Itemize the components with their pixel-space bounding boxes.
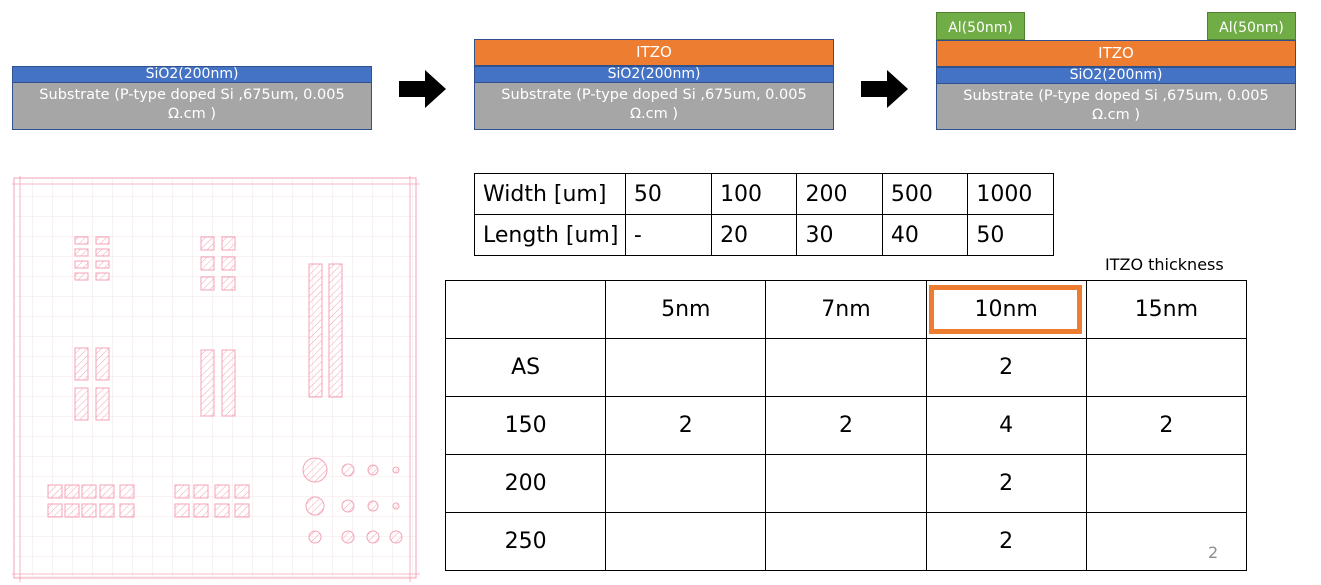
right-arrow-icon xyxy=(861,70,908,108)
table-row: AS 2 xyxy=(444,338,1248,397)
al-contact-left: Al(50nm) xyxy=(936,12,1025,40)
table-cell xyxy=(1085,338,1248,397)
table-cell: 40 xyxy=(881,214,969,256)
table-cell: 2 xyxy=(925,454,1087,513)
table-cell: 200 xyxy=(796,173,883,215)
table-row: 150 2 2 4 2 xyxy=(444,396,1248,455)
table-cell: 20 xyxy=(711,214,798,256)
row-header-length: Length [um] xyxy=(474,214,626,256)
sio2-layer: SiO2(200nm) xyxy=(936,67,1296,84)
table-cell: 50 xyxy=(624,173,713,215)
table-cell xyxy=(765,454,927,513)
table-row: Width [um] 50 100 200 500 1000 xyxy=(474,173,1054,215)
table-cell: 30 xyxy=(796,214,883,256)
substrate-layer: Substrate (P-type doped Si ,675um, 0.005… xyxy=(936,84,1296,130)
table-cell: 250 xyxy=(444,512,607,571)
substrate-layer: Substrate (P-type doped Si ,675um, 0.005… xyxy=(474,83,834,130)
dimension-table: Width [um] 50 100 200 500 1000 Length [u… xyxy=(474,173,1054,256)
sample-table: 5nm 7nm 10nm 15nm AS 2 150 2 2 4 2 200 2… xyxy=(444,280,1248,571)
table-cell: 200 xyxy=(444,454,607,513)
stack-3: Al(50nm) Al(50nm) ITZO SiO2(200nm) Subst… xyxy=(936,12,1296,130)
stack-2: ITZO SiO2(200nm) Substrate (P-type doped… xyxy=(474,39,834,130)
table-cell: 4 xyxy=(925,396,1087,455)
table-cell: AS xyxy=(444,338,607,397)
thickness-caption: ITZO thickness xyxy=(1105,255,1224,274)
table-cell xyxy=(1085,512,1248,571)
table-cell xyxy=(605,454,767,513)
table-cell: 2 xyxy=(1085,396,1248,455)
mask-layout-diagram xyxy=(12,176,420,582)
table-cell: 100 xyxy=(711,173,798,215)
sio2-layer: SiO2(200nm) xyxy=(474,66,834,83)
table-cell: 500 xyxy=(881,173,969,215)
table-cell xyxy=(765,338,927,397)
table-row: Length [um] - 20 30 40 50 xyxy=(474,214,1054,256)
table-header-cell xyxy=(444,280,607,339)
table-cell: 1000 xyxy=(967,173,1054,215)
table-cell: 2 xyxy=(605,396,767,455)
al-contact-right: Al(50nm) xyxy=(1207,12,1296,40)
table-cell: 50 xyxy=(967,214,1054,256)
table-header-cell: 10nm xyxy=(925,280,1087,339)
table-cell: 2 xyxy=(925,512,1087,571)
stack-1: SiO2(200nm) Substrate (P-type doped Si ,… xyxy=(12,66,372,130)
table-header-cell: 15nm xyxy=(1085,280,1248,339)
table-cell: 2 xyxy=(925,338,1087,397)
table-cell: - xyxy=(624,214,713,256)
table-row: 200 2 xyxy=(444,454,1248,513)
table-header-cell: 5nm xyxy=(605,280,767,339)
table-cell xyxy=(765,512,927,571)
itzo-layer: ITZO xyxy=(936,40,1296,67)
sio2-layer: SiO2(200nm) xyxy=(12,66,372,83)
table-cell xyxy=(1085,454,1248,513)
substrate-layer: Substrate (P-type doped Si ,675um, 0.005… xyxy=(12,83,372,130)
table-row: 250 2 xyxy=(444,512,1248,571)
slide-number: 2 xyxy=(1208,543,1219,562)
table-cell xyxy=(605,338,767,397)
table-header-row: 5nm 7nm 10nm 15nm xyxy=(444,280,1248,339)
table-cell: 150 xyxy=(444,396,607,455)
right-arrow-icon xyxy=(399,70,446,108)
itzo-layer: ITZO xyxy=(474,39,834,66)
row-header-width: Width [um] xyxy=(474,173,626,215)
table-cell: 2 xyxy=(765,396,927,455)
table-header-cell: 7nm xyxy=(765,280,927,339)
table-cell xyxy=(605,512,767,571)
